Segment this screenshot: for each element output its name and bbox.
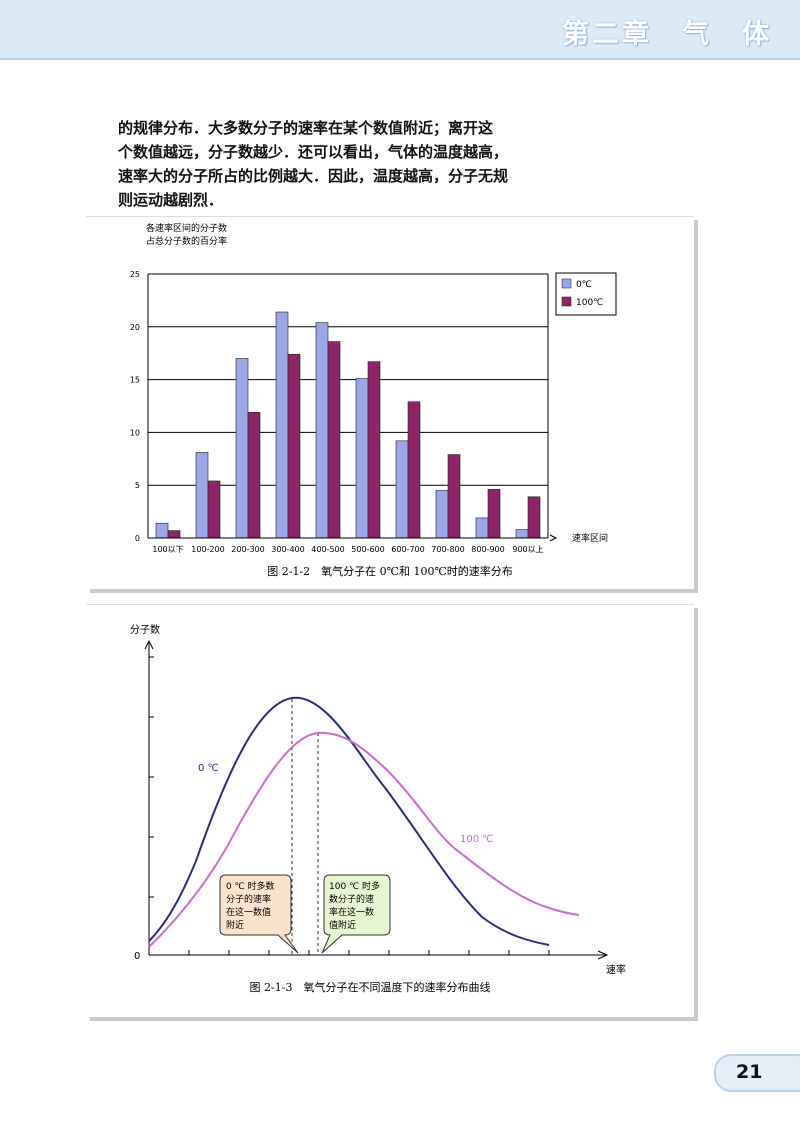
bar-100c xyxy=(487,489,501,539)
bar-xtick-label: 300-400 xyxy=(271,545,304,554)
chapter-title: 第二章 气 体 xyxy=(562,19,772,50)
callout-0c-line: 附近 xyxy=(226,919,244,931)
bar-xtick-label: 500-600 xyxy=(351,545,384,554)
figure-caption-2-1-2: 图 2-1-2 氧气分子在 0℃和 100℃时的速率分布 xyxy=(267,564,513,578)
bar-100c xyxy=(327,341,341,539)
legend-label-100c: 100℃ xyxy=(576,298,603,308)
callout-100c-line: 率在这一数 xyxy=(329,906,374,918)
bar-xtick-label: 700-800 xyxy=(431,545,464,554)
bar-ytick-label: 20 xyxy=(130,323,140,332)
bar-0c xyxy=(275,311,289,539)
bar-chart-svg: 各速率区间的分子数 占总分子数的百分率 100以下 100-200 200-300 3… xyxy=(130,222,617,578)
page-number-box: 21 xyxy=(714,1054,800,1092)
bar-0c xyxy=(475,517,489,539)
bar-x-arrow xyxy=(549,534,558,542)
callout-0c-line: 0 ℃ 时多数 xyxy=(226,880,275,892)
bar-100c xyxy=(407,401,421,539)
bar-0c xyxy=(195,452,209,539)
curve-label-0c: 0 ℃ xyxy=(198,763,219,774)
bar-ytick-label: 15 xyxy=(130,376,140,385)
callout-100c-line: 数分子的速 xyxy=(329,893,374,905)
bar-100c xyxy=(367,361,381,539)
bar-ytick-label: 25 xyxy=(130,270,140,279)
callout-0c-line: 分子的速率 xyxy=(226,893,271,905)
curve-chart-svg: 分子数 0 速率 0 ℃ 100 xyxy=(130,623,626,994)
bar-100c xyxy=(447,454,461,539)
bar-0c xyxy=(395,440,409,539)
bar-ytick-label: 5 xyxy=(135,481,140,490)
bar-xtick-label: 900以上 xyxy=(512,545,543,554)
figure-bar-chart: 各速率区间的分子数 占总分子数的百分率 100以下 100-200 200-300 3… xyxy=(86,216,694,589)
bar-100c xyxy=(287,353,301,539)
bar-100c xyxy=(527,496,541,539)
legend-label-0c: 0℃ xyxy=(576,280,592,290)
curve-ylabel: 分子数 xyxy=(130,623,160,636)
bar-xtick-label: 100-200 xyxy=(191,545,224,554)
curve-0c xyxy=(148,696,550,946)
bar-xtick-label: 800-900 xyxy=(471,545,504,554)
curve-y-arrow xyxy=(144,639,154,650)
legend-swatch-0c xyxy=(561,278,572,289)
bar-0c xyxy=(315,322,329,539)
legend-box xyxy=(555,272,617,316)
curve-y-ticks xyxy=(149,656,154,898)
curve-xlabel: 速率 xyxy=(606,963,626,976)
callout-100c: 100 ℃ 时多 数分子的速 率在这一数 值附近 xyxy=(321,874,391,954)
callout-100c-bubble xyxy=(321,874,391,954)
legend-swatch-100c xyxy=(561,296,572,307)
bar-xtick-label: 100以下 xyxy=(152,545,183,554)
curve-label-100c: 100 ℃ xyxy=(460,834,494,845)
bar-0c xyxy=(235,358,249,539)
bar-0c xyxy=(355,378,369,539)
body-paragraph: 的规律分布．大多数分子的速率在某个数值附近；离开这 个数值越远，分子数越少．还可… xyxy=(118,116,538,212)
callout-0c: 0 ℃ 时多数 分子的速率 在这一数值 附近 xyxy=(219,874,299,954)
bar-xtick-label: 400-500 xyxy=(311,545,344,554)
bar-xlabel: 速率区间 xyxy=(572,532,608,544)
curve-100c xyxy=(148,731,580,948)
curve-x-ticks xyxy=(188,950,550,955)
callout-0c-line: 在这一数值 xyxy=(226,906,271,918)
bar-100c xyxy=(167,530,181,539)
bar-ylabel-line2: 占总分子数的百分率 xyxy=(146,235,227,247)
bar-0c xyxy=(435,490,449,539)
bar-100c xyxy=(207,480,221,539)
paragraph-line: 个数值越远，分子数越少．还可以看出，气体的温度越高， xyxy=(118,143,509,161)
callout-100c-line: 100 ℃ 时多 xyxy=(329,880,380,892)
callout-0c-bubble xyxy=(219,874,299,954)
figure-curve-chart: 分子数 0 速率 0 ℃ 100 xyxy=(86,604,694,1017)
bar-0c xyxy=(515,529,529,539)
bar-xtick-label: 600-700 xyxy=(391,545,424,554)
paragraph-line: 速率大的分子所占的比例越大．因此，温度越高，分子无规 xyxy=(118,167,509,185)
bar-ylabel-line1: 各速率区间的分子数 xyxy=(146,222,227,234)
bar-ytick-label: 10 xyxy=(130,428,140,437)
paragraph-line: 的规律分布．大多数分子的速率在某个数值附近；离开这 xyxy=(118,119,494,137)
page-header: 第二章 气 体 xyxy=(0,0,800,60)
bar-100c xyxy=(247,412,261,539)
page-number: 21 xyxy=(736,1061,763,1083)
paragraph-line: 则运动越剧烈． xyxy=(118,191,224,209)
curve-x-arrow xyxy=(597,950,609,960)
figure-caption-2-1-3: 图 2-1-3 氧气分子在不同温度下的速率分布曲线 xyxy=(250,980,491,994)
callout-100c-line: 值附近 xyxy=(329,919,356,931)
bar-ytick-label: 0 xyxy=(135,534,140,543)
bar-xtick-label: 200-300 xyxy=(231,545,264,554)
curve-origin-label: 0 xyxy=(134,951,140,962)
bar-0c xyxy=(155,522,169,539)
bar-legend: 0℃ 100℃ xyxy=(555,272,617,316)
